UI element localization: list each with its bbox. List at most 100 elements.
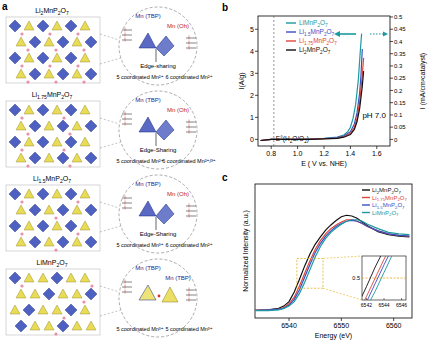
structure-row: Li1.75MnP2O7Mn (TBP)Mn (Oh)Edge-Sharing5…: [6, 91, 216, 169]
y2-tick: [390, 65, 393, 66]
spin-arrow: [189, 298, 190, 302]
series-line: [362, 256, 406, 300]
reference-line: [273, 16, 274, 146]
text-run: 7: [66, 10, 69, 16]
energy-level: [122, 287, 132, 288]
mn-polyhedron: [29, 204, 41, 216]
spin-arrow: [189, 204, 190, 208]
mn-polyhedron: [29, 68, 41, 80]
mn-polyhedron: [85, 204, 97, 216]
mn-polyhedron: [85, 120, 97, 132]
text-run: 0.1: [394, 112, 403, 118]
text-run: Mn (TBP): [135, 181, 161, 187]
figure: abcLi2MnP2O7Mn (TBP)Mn (Oh)Edge-sharing5…: [0, 0, 430, 343]
energy-level: [122, 119, 132, 120]
p-tetrahedron: [38, 305, 48, 314]
text-run: 0.05: [394, 124, 406, 130]
li-atom: [20, 32, 23, 35]
y2-tick: [390, 41, 393, 42]
y-tick-label: 3: [250, 70, 254, 77]
x-tick: [393, 318, 394, 321]
text-run: 6550: [334, 322, 350, 329]
legend-label: LiMnP2O7: [299, 19, 328, 28]
linkage-label: Edge-sharing: [140, 63, 176, 69]
legend-label: LiMnP2O7: [372, 210, 399, 218]
p-tetrahedron: [52, 105, 62, 114]
mn-polyhedron: [29, 120, 41, 132]
p-tetrahedron: [38, 273, 48, 282]
zoom-connector: [323, 288, 362, 300]
series-line: [261, 58, 364, 141]
spin-arrow: [189, 46, 190, 50]
energy-level: [186, 38, 196, 39]
text-run: Energy (eV): [315, 332, 352, 340]
li-atom: [20, 200, 23, 203]
plot-frame: [255, 184, 412, 318]
li-atom: [62, 148, 65, 151]
mn-polyhedron: [29, 36, 41, 48]
mn-polyhedron: [9, 20, 21, 32]
li-atom: [26, 48, 29, 51]
text-run: 5 coordinated Mn²⁺: [116, 158, 163, 164]
y-tick-label: 1: [250, 114, 254, 121]
p-tetrahedron: [30, 321, 40, 330]
y-axis-label: I(A/g): [238, 72, 246, 89]
energy-level: [186, 132, 196, 133]
y2-tick-label: 0.15: [394, 100, 406, 106]
y2-tick: [390, 29, 393, 30]
p-tetrahedron: [30, 289, 40, 298]
plot-frame: [258, 16, 390, 146]
y2-tick: [390, 139, 393, 140]
p-tetrahedron: [16, 69, 26, 78]
li-atom: [90, 284, 93, 287]
energy-level: [122, 40, 132, 41]
y2-tick-label: 0.1: [394, 112, 403, 118]
text-run: Mn (Oh): [167, 23, 189, 29]
li-atom: [82, 300, 85, 303]
text-run: 6560: [386, 322, 402, 329]
text-run: 5 coordinated Mn³⁺: [116, 242, 163, 248]
text-run: 4: [250, 48, 254, 55]
li-atom: [76, 232, 79, 235]
text-run: Normalized Intensity (a.u.): [242, 210, 250, 292]
text-run: 6 coordinated Mn²⁺: [165, 74, 212, 80]
energy-level: [186, 48, 196, 49]
pointer: [156, 133, 157, 146]
energy-level: [186, 290, 196, 291]
site-label: Mn (TBP): [135, 97, 161, 103]
x-tick-label: 6560: [386, 322, 402, 329]
mn-polyhedron: [57, 152, 69, 164]
text-run: Edge-Sharing: [140, 231, 177, 237]
mn-polyhedron: [57, 236, 69, 248]
structure-row: Li1.5MnP2O7Mn (TBP)Mn (Oh)Edge-Sharing5 …: [6, 175, 213, 253]
p-tetrahedron: [80, 21, 90, 30]
site-label: Mn (Oh): [167, 23, 189, 29]
p-tetrahedron: [24, 53, 34, 62]
structure-row: LiMnP2O7Mn (TBP)Mn (TBP)5 coordinated Mn…: [6, 259, 213, 337]
p-tetrahedron: [24, 273, 34, 282]
spin-arrow: [189, 288, 190, 292]
oh-polyhedron: [156, 36, 174, 56]
x-tick: [271, 146, 272, 149]
li-atom: [62, 316, 65, 319]
y2-tick: [390, 90, 393, 91]
text-run: 1: [250, 114, 254, 121]
p-tetrahedron: [44, 321, 54, 330]
cell-box: [6, 185, 100, 251]
x-tick: [297, 146, 298, 149]
text-run: 1.6: [372, 150, 382, 157]
text-run: 7: [405, 197, 408, 202]
chart-c: 654065506560Energy (eV)Normalized Intens…: [242, 184, 430, 340]
y-tick-label: 2: [250, 92, 254, 99]
p-tetrahedron: [72, 289, 82, 298]
mn-polyhedron: [37, 104, 49, 116]
text-run: 1.4: [346, 150, 356, 157]
spin-arrow: [125, 38, 126, 42]
callout-line: [100, 142, 121, 148]
text-run: LiMnP: [299, 19, 317, 26]
text-run: Mn (TBP): [135, 265, 161, 271]
li-atom: [54, 48, 57, 51]
tbp-polyhedron: [162, 287, 178, 302]
energy-level: [122, 30, 132, 31]
text-run: MnP: [43, 7, 58, 14]
